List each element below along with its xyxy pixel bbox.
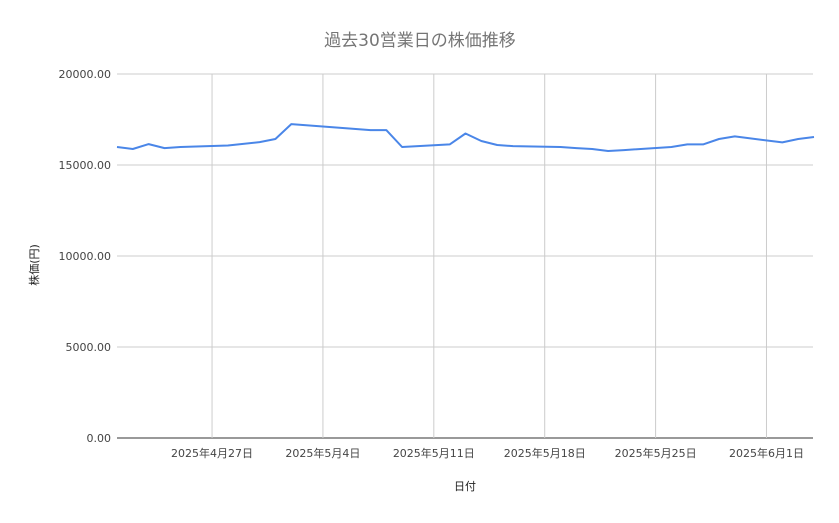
x-tick-label: 2025年5月11日 <box>393 446 475 460</box>
y-tick-label: 10000.00 <box>59 250 112 263</box>
y-tick-label: 20000.00 <box>59 68 112 81</box>
series-line <box>116 123 815 152</box>
chart-title: 過去30営業日の株価推移 <box>324 31 516 51</box>
y-tick-label: 0.00 <box>87 432 112 445</box>
x-tick-label: 2025年5月18日 <box>504 446 586 460</box>
y-tick-label: 5000.00 <box>66 341 112 354</box>
x-tick-label: 2025年5月4日 <box>285 446 360 460</box>
x-axis-title: 日付 <box>454 480 476 493</box>
x-tick-label: 2025年4月27日 <box>171 446 253 460</box>
x-tick-label: 2025年6月1日 <box>729 446 804 460</box>
x-tick-label: 2025年5月25日 <box>615 446 697 460</box>
y-axis-title: 株価(円) <box>27 244 41 286</box>
y-tick-label: 15000.00 <box>59 159 112 172</box>
